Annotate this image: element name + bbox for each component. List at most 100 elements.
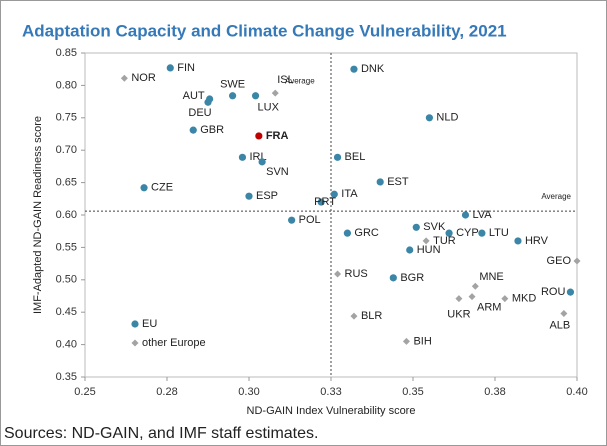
point bbox=[573, 257, 581, 265]
point-label: LVA bbox=[472, 209, 492, 221]
point-label: LUX bbox=[258, 102, 280, 114]
point-label: CZE bbox=[151, 182, 173, 194]
point bbox=[204, 98, 212, 106]
point bbox=[317, 198, 325, 206]
legend-marker bbox=[131, 339, 139, 347]
point-label: ITA bbox=[341, 188, 358, 200]
y-tick-label: 0.65 bbox=[56, 177, 77, 189]
point-label: GBR bbox=[200, 124, 224, 136]
point bbox=[425, 114, 433, 122]
point bbox=[245, 192, 253, 200]
point-label: BGR bbox=[400, 272, 424, 284]
point bbox=[514, 237, 522, 245]
point bbox=[350, 312, 358, 320]
y-tick-label: 0.70 bbox=[56, 144, 77, 156]
point-label: AUT bbox=[183, 90, 205, 102]
point bbox=[229, 92, 237, 100]
point-label: FRA bbox=[266, 130, 289, 142]
x-tick-label: 0.28 bbox=[156, 386, 177, 398]
point-label: DEU bbox=[188, 107, 211, 119]
chart-title: Adaptation Capacity and Climate Change V… bbox=[22, 21, 507, 40]
point bbox=[560, 309, 568, 317]
y-tick-label: 0.45 bbox=[56, 306, 77, 318]
point bbox=[120, 74, 128, 82]
point-label: ARM bbox=[477, 302, 501, 314]
point bbox=[445, 229, 453, 237]
point-label: TUR bbox=[433, 235, 456, 247]
point-label: ALB bbox=[549, 319, 570, 331]
point bbox=[389, 274, 397, 282]
point bbox=[406, 246, 414, 254]
y-tick-label: 0.55 bbox=[56, 241, 77, 253]
point bbox=[566, 288, 575, 296]
point-label: FIN bbox=[177, 62, 195, 74]
point-label: SWE bbox=[220, 79, 245, 91]
x-tick-label: 0.25 bbox=[74, 386, 95, 398]
average-label: Average bbox=[285, 77, 315, 86]
x-tick-label: 0.38 bbox=[484, 386, 505, 398]
point-label: BEL bbox=[345, 151, 366, 163]
x-tick-label: 0.33 bbox=[320, 386, 341, 398]
point-label: BIH bbox=[413, 335, 431, 347]
point bbox=[140, 184, 148, 192]
y-tick-label: 0.80 bbox=[56, 79, 77, 91]
y-axis-title: IMF-Adapted ND-GAIN Readiness score bbox=[32, 116, 44, 314]
y-tick-label: 0.50 bbox=[56, 274, 77, 286]
x-axis-title: ND-GAIN Index Vulnerability score bbox=[247, 405, 416, 417]
point-label: GEO bbox=[547, 255, 572, 267]
point-label: POL bbox=[299, 214, 321, 226]
point-label: MNE bbox=[479, 271, 503, 283]
point-label: EST bbox=[387, 176, 409, 188]
point bbox=[251, 92, 260, 100]
point bbox=[238, 153, 247, 161]
point-label: SVK bbox=[423, 221, 446, 233]
y-tick-label: 0.40 bbox=[56, 339, 77, 351]
point-label: PRT bbox=[314, 196, 336, 208]
point bbox=[412, 223, 420, 231]
average-label: Average bbox=[541, 192, 571, 201]
point bbox=[330, 190, 338, 198]
x-tick-label: 0.35 bbox=[402, 386, 423, 398]
point bbox=[478, 229, 486, 237]
point-label: MKD bbox=[512, 292, 536, 304]
point-label: DNK bbox=[361, 63, 385, 75]
point-label: GRC bbox=[354, 227, 379, 239]
point bbox=[376, 178, 384, 186]
point-label: BLR bbox=[361, 310, 382, 322]
y-tick-label: 0.85 bbox=[56, 47, 77, 59]
point bbox=[501, 295, 509, 303]
point-label: ROU bbox=[541, 286, 566, 298]
point bbox=[461, 211, 470, 219]
point bbox=[258, 158, 266, 166]
point-label: NLD bbox=[436, 112, 458, 124]
point bbox=[334, 270, 342, 278]
point-label: UKR bbox=[447, 308, 470, 320]
legend-label: EU bbox=[142, 318, 157, 330]
point bbox=[468, 293, 476, 301]
legend-marker bbox=[131, 320, 139, 328]
point-label: SVN bbox=[266, 166, 289, 178]
point bbox=[255, 132, 263, 140]
x-tick-label: 0.40 bbox=[566, 386, 587, 398]
point bbox=[288, 216, 296, 224]
point-label: NOR bbox=[131, 72, 156, 84]
point bbox=[189, 126, 197, 134]
point bbox=[350, 65, 358, 73]
point-label: ESP bbox=[256, 190, 278, 202]
point-label: HUN bbox=[417, 244, 441, 256]
y-tick-label: 0.35 bbox=[56, 371, 77, 383]
point bbox=[333, 153, 342, 161]
point-label: CYP bbox=[456, 227, 479, 239]
x-tick-label: 0.30 bbox=[238, 386, 259, 398]
y-tick-label: 0.60 bbox=[56, 209, 77, 221]
point bbox=[471, 282, 479, 290]
source: Sources: ND-GAIN, and IMF staff estimate… bbox=[4, 425, 318, 442]
y-tick-label: 0.75 bbox=[56, 112, 77, 124]
point bbox=[343, 229, 351, 237]
point bbox=[455, 295, 463, 303]
point-label: HRV bbox=[525, 235, 549, 247]
point bbox=[271, 89, 279, 97]
legend-label: other Europe bbox=[142, 337, 206, 349]
point bbox=[402, 337, 410, 345]
